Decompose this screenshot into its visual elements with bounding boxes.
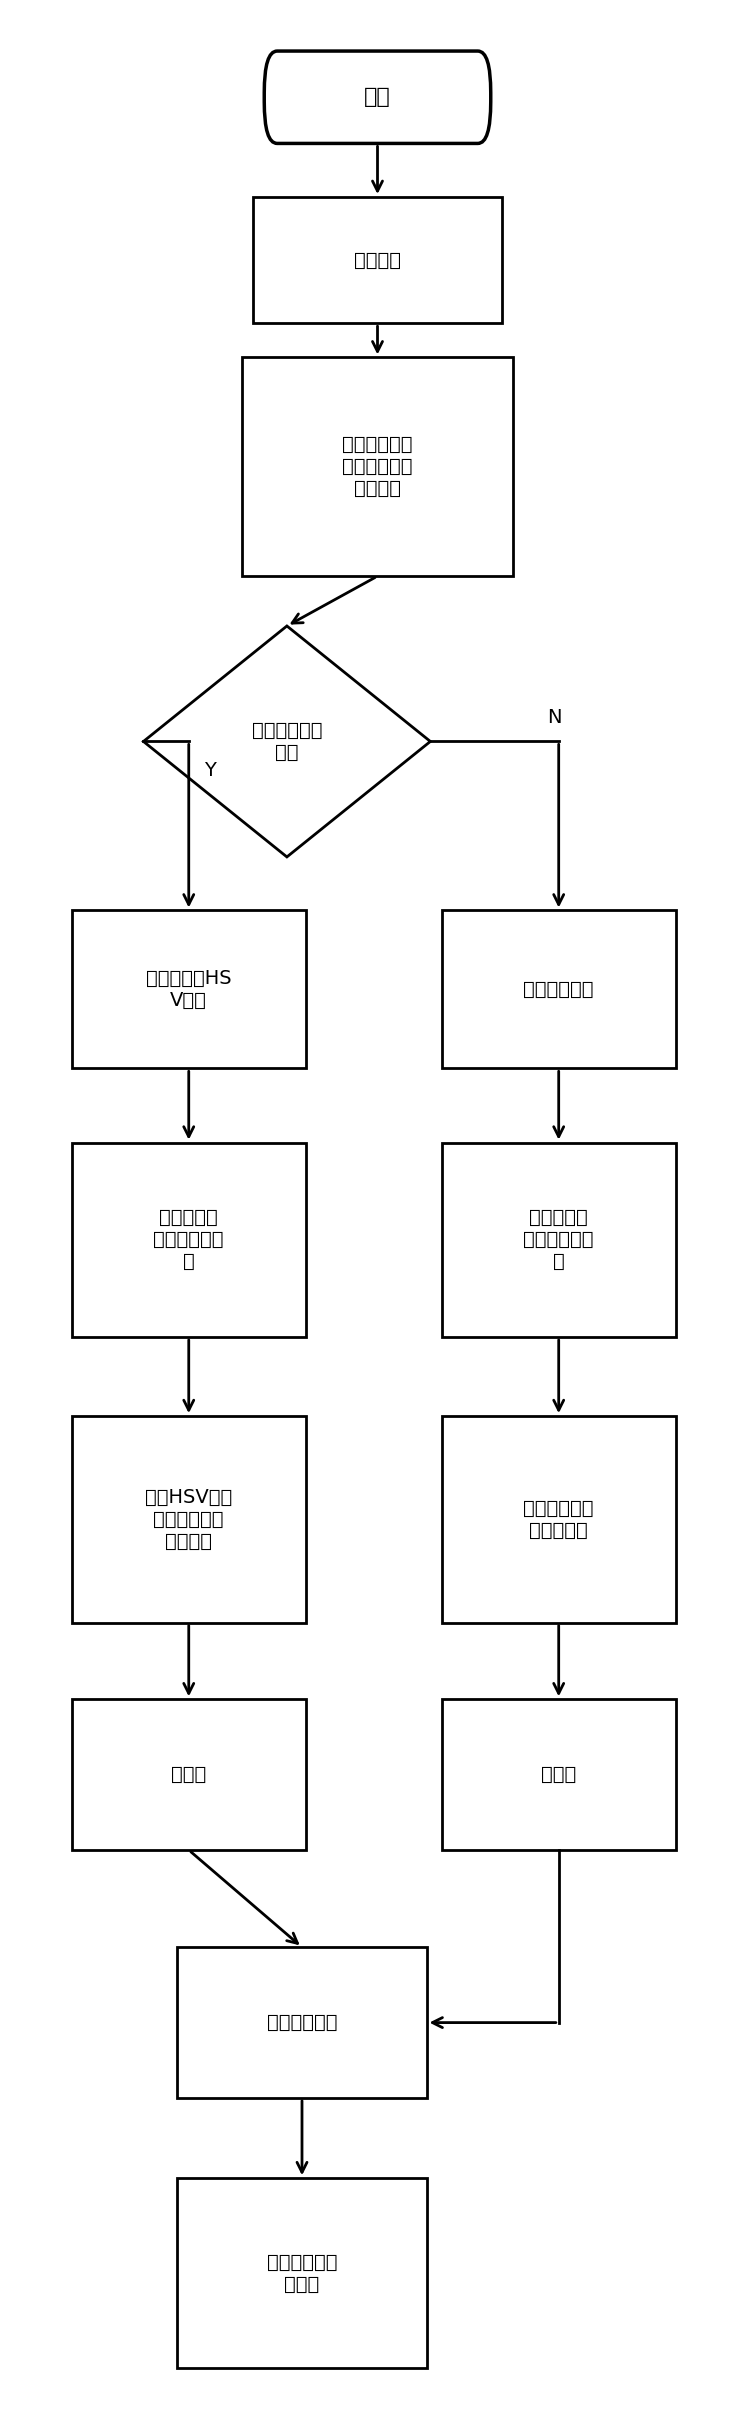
Text: 对待测仪表区
进行粗定位和
精确定位: 对待测仪表区 进行粗定位和 精确定位: [342, 435, 413, 498]
Text: 提取指针轮廓: 提取指针轮廓: [267, 2013, 337, 2032]
Bar: [72, 1143, 306, 1337]
Text: 获取图片: 获取图片: [354, 250, 401, 270]
Text: 将图片灰度化: 将图片灰度化: [523, 980, 594, 999]
Bar: [72, 1415, 306, 1624]
Bar: [242, 357, 513, 576]
Bar: [72, 1699, 306, 1850]
Bar: [442, 1143, 676, 1337]
Text: 开始: 开始: [364, 88, 391, 107]
Text: 是否为红色指
针？: 是否为红色指 针？: [251, 722, 322, 761]
Bar: [442, 1415, 676, 1624]
Text: 直方图均衡化
、高斯滤波: 直方图均衡化 、高斯滤波: [523, 1500, 594, 1539]
Text: 仪表定位，
分割出表盘区
域: 仪表定位， 分割出表盘区 域: [523, 1208, 594, 1271]
Bar: [177, 2178, 427, 2368]
Bar: [177, 1947, 427, 2098]
Bar: [253, 197, 502, 323]
Text: 闭运算: 闭运算: [171, 1765, 206, 1784]
Bar: [442, 1699, 676, 1850]
Text: 计算指针旋向
及读数: 计算指针旋向 及读数: [267, 2254, 337, 2292]
Bar: [442, 912, 676, 1070]
FancyBboxPatch shape: [264, 51, 491, 143]
Bar: [72, 912, 306, 1070]
Text: Y: Y: [204, 761, 216, 780]
Text: 仪表定位，
分割出表盘区
域: 仪表定位， 分割出表盘区 域: [153, 1208, 224, 1271]
Text: 将图片转到HS
V格式: 将图片转到HS V格式: [146, 970, 232, 1009]
Text: 利用HSV的颜
色连续性提取
红色区域: 利用HSV的颜 色连续性提取 红色区域: [145, 1488, 233, 1551]
Text: 开运算: 开运算: [541, 1765, 576, 1784]
Polygon shape: [143, 625, 430, 856]
Text: N: N: [547, 707, 562, 727]
